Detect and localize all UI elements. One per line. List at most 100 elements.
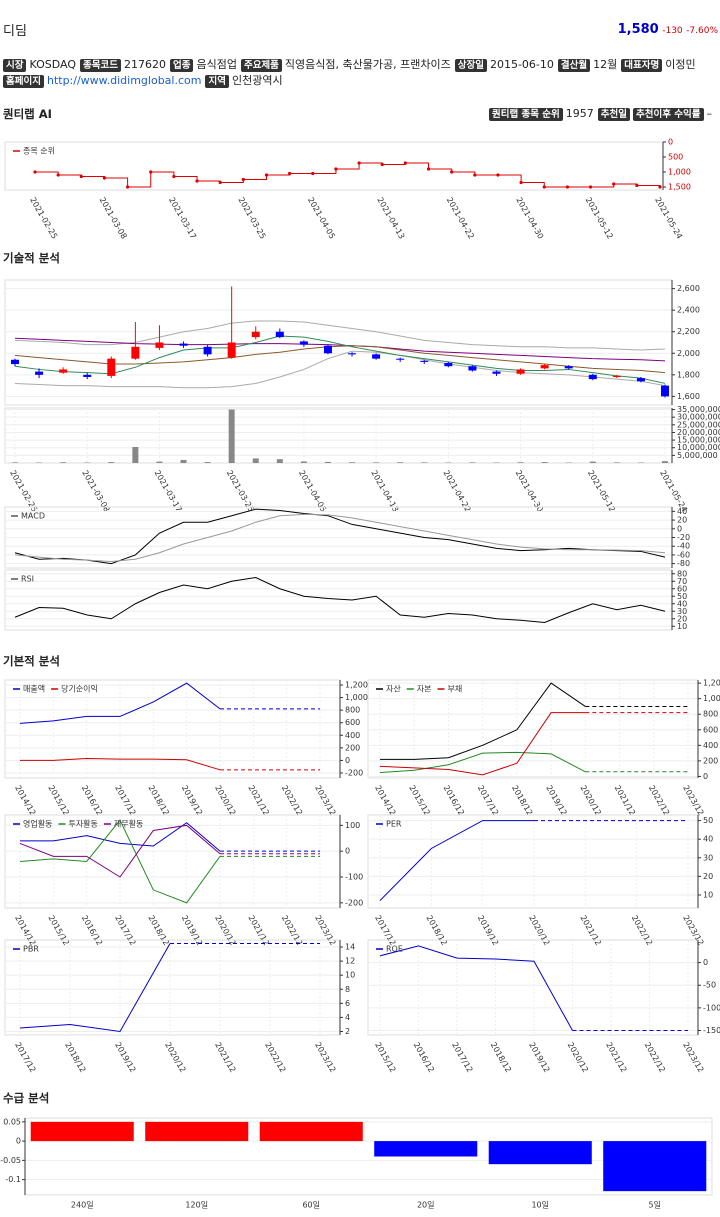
legend-label: 재무활동 (114, 819, 143, 829)
x-tick-label: 2021-05-24 (653, 196, 684, 241)
legend-label: 투자활동 (68, 819, 97, 829)
point (403, 161, 407, 165)
point (519, 180, 523, 185)
y-tick-label: 4 (345, 1013, 350, 1022)
bar (145, 1121, 249, 1142)
candle-body (348, 353, 357, 355)
point (241, 177, 245, 182)
series-line (19, 819, 221, 904)
legend-label: 당기순이익 (61, 684, 98, 694)
plot-frame (4, 939, 341, 1036)
point (56, 173, 60, 177)
plot-frame (367, 679, 699, 779)
x-tick-label: 2021/12 (613, 784, 637, 817)
stock-name: 디딤 (3, 24, 27, 39)
ai-badges: 퀀티랩 종목 순위 1957 추천일 추천이후 수익률 – (488, 106, 716, 121)
bar (300, 461, 307, 463)
info-value[interactable]: http://www.didimglobal.com (46, 74, 202, 87)
candle-body (11, 359, 19, 365)
overlay-line (14, 350, 666, 389)
y-tick-label: 10 (345, 971, 355, 980)
x-tick-label: 2015/12 (407, 784, 431, 817)
change: -130 (662, 26, 683, 36)
bar (108, 462, 115, 463)
x-tick-label: 2019/12 (180, 784, 204, 817)
point (450, 170, 454, 174)
bar (180, 459, 187, 463)
chart-label: RSI (21, 575, 34, 584)
ai-label: 퀀티랩 종목 순위 (488, 108, 563, 121)
bar (397, 462, 404, 463)
series-line (14, 576, 666, 624)
y-tick-label: 0.05 (3, 1117, 21, 1126)
y-tick-label: 800 (345, 706, 360, 715)
x-tick-label: 2017/12 (373, 914, 397, 947)
y-tick-label: 2 (345, 1027, 350, 1036)
bar (662, 461, 668, 463)
y-tick-label: 600 (703, 725, 718, 734)
y-tick-label: -150 (703, 1026, 720, 1035)
ai-value: 1957 (565, 107, 594, 120)
bar (132, 446, 139, 463)
y-tick-label: 0 (703, 958, 708, 967)
bar (30, 1121, 134, 1142)
x-tick-label: 2017/12 (13, 1041, 37, 1074)
info-label: 업종 (169, 59, 194, 72)
point (125, 185, 130, 189)
info-value: 직영음식점, 축산물가공, 프랜차이즈 (284, 58, 451, 71)
bar (252, 458, 259, 463)
plot-frame (4, 679, 341, 779)
y-tick-label: -50 (703, 981, 716, 990)
x-tick-label: 2019/12 (527, 1041, 551, 1074)
point (357, 161, 361, 165)
y-tick-label: 1,500 (668, 183, 691, 192)
candle-body (492, 371, 501, 374)
candle-body (661, 385, 669, 397)
x-tick-label: 2015/12 (46, 784, 70, 817)
y-tick-label: 35,000,000 (677, 405, 720, 414)
info-value: 12월 (593, 58, 618, 71)
point (496, 173, 500, 177)
candle-body (323, 345, 332, 354)
y-tick-label: 2,000 (677, 349, 700, 358)
y-tick-label: 1,800 (677, 370, 700, 379)
x-tick-label: 2021-04-30 (514, 196, 545, 241)
series-line (19, 682, 221, 724)
y-tick-label: -0.1 (5, 1175, 21, 1184)
y-tick-label: 5,000,000 (677, 451, 718, 460)
y-tick-label: 14 (345, 943, 355, 952)
candle-body (396, 358, 405, 360)
x-tick-label: 2021/12 (246, 914, 270, 947)
plot-frame (367, 939, 699, 1036)
x-tick-label: 2018/12 (489, 1041, 513, 1074)
y-tick-label: -60 (677, 550, 690, 559)
x-tick-label: 2014/12 (13, 914, 37, 947)
x-tick-label: 2022/12 (263, 1041, 287, 1074)
y-tick-label: 0 (345, 847, 350, 856)
point (426, 167, 431, 171)
x-tick-label: 2017/12 (113, 914, 137, 947)
x-tick-label: 2017/12 (113, 784, 137, 817)
point (102, 176, 107, 180)
bar (204, 462, 211, 463)
y-tick-label: -40 (677, 542, 690, 551)
y-tick-label: 30 (703, 853, 713, 862)
candle-body (83, 374, 92, 377)
x-tick-label: 2017/12 (450, 1041, 474, 1074)
candle-body (636, 378, 645, 382)
x-tick-label: 2015/12 (46, 914, 70, 947)
x-tick-label: 2014/12 (373, 784, 397, 817)
plot-frame (4, 407, 673, 464)
x-tick-label: 2019/12 (544, 784, 568, 817)
section-title: 기술적 분석 (3, 251, 60, 265)
candle-body (588, 374, 597, 380)
info-label: 주요제품 (240, 59, 282, 72)
ai-value: – (706, 107, 713, 120)
x-tick-label: 240일 (71, 1201, 94, 1210)
candle-body (540, 365, 549, 369)
y-tick-label: 10 (703, 890, 713, 899)
y-tick-label: 50 (703, 816, 713, 825)
y-tick-label: -0.05 (0, 1156, 21, 1165)
